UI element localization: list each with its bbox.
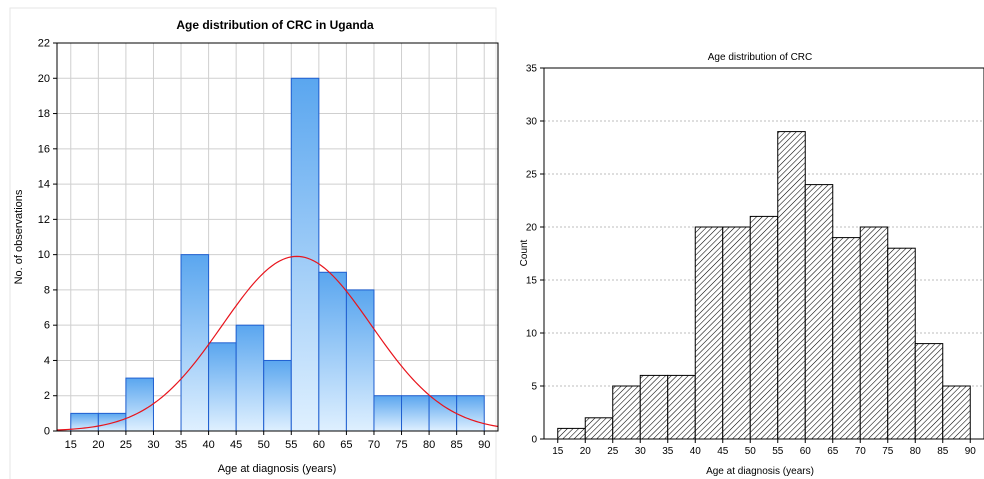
histogram-bar: [942, 385, 971, 440]
x-tick-label: 50: [745, 446, 757, 457]
x-tick-label: 80: [423, 439, 435, 451]
histogram-bar: [318, 271, 347, 432]
histogram-bar: [777, 131, 806, 440]
chart-uganda-normal-fit-curve: [56, 255, 499, 431]
histogram-bar: [373, 395, 403, 432]
histogram-bar: [832, 237, 861, 440]
x-tick-label: 90: [965, 446, 977, 457]
chart-overall-title: Age distribution of CRC: [708, 52, 813, 63]
x-tick-label: 35: [662, 446, 674, 457]
x-tick-label: 85: [451, 439, 463, 451]
y-tick-label: 4: [44, 355, 50, 367]
histogram-bar: [125, 377, 154, 432]
histogram-bar: [914, 343, 944, 440]
y-tick-label: 10: [38, 249, 50, 261]
x-tick-label: 80: [910, 446, 922, 457]
x-tick-label: 25: [607, 446, 619, 457]
x-tick-label: 65: [827, 446, 839, 457]
chart-uganda-x-ticks: 15 20 25 30 35 40 45 50 55 60 65 70 75 80 85 90: [65, 431, 490, 451]
x-tick-label: 50: [258, 439, 270, 451]
chart-overall-y-axis-label: Count: [519, 239, 530, 266]
x-tick-label: 75: [882, 446, 894, 457]
chart-uganda-title: Age distribution of CRC in Uganda: [176, 18, 374, 32]
y-tick-label: 35: [526, 64, 538, 75]
x-tick-label: 85: [937, 446, 949, 457]
x-tick-label: 60: [800, 446, 812, 457]
y-tick-label: 12: [38, 214, 50, 226]
x-tick-label: 15: [552, 446, 564, 457]
x-tick-label: 35: [175, 439, 187, 451]
x-tick-label: 55: [285, 439, 297, 451]
histogram-bar: [208, 342, 237, 432]
y-tick-label: 2: [44, 390, 50, 402]
y-tick-label: 14: [38, 179, 50, 191]
histogram-bar: [667, 374, 696, 440]
chart-uganda-plot-area: [56, 42, 499, 432]
y-tick-label: 15: [526, 276, 538, 287]
chart-uganda-bars: [70, 77, 485, 432]
histogram-bar: [612, 385, 641, 440]
x-tick-label: 40: [202, 439, 214, 451]
chart-uganda-x-axis-label: Age at diagnosis (years): [218, 463, 337, 475]
x-tick-label: 70: [855, 446, 867, 457]
chart-overall-x-ticks: 15 20 25 30 35 40 45 50 55 60 65 70 75 80 85 90: [552, 439, 976, 457]
histogram-bar: [887, 247, 916, 440]
histogram-bar: [345, 289, 375, 432]
y-tick-label: 25: [526, 170, 538, 181]
y-tick-label: 20: [38, 73, 50, 85]
histogram-bar: [694, 226, 724, 440]
y-tick-label: 16: [38, 143, 50, 155]
x-tick-label: 60: [313, 439, 325, 451]
histogram-bar: [557, 427, 586, 440]
y-tick-label: 0: [531, 435, 537, 446]
chart-uganda-y-axis-label: No. of observations: [13, 189, 25, 284]
histogram-bar: [639, 374, 669, 440]
x-tick-label: 65: [340, 439, 352, 451]
histogram-bar: [804, 184, 834, 440]
histogram-bar: [722, 226, 751, 440]
x-tick-label: 20: [580, 446, 592, 457]
histogram-bar: [859, 226, 889, 440]
x-tick-label: 40: [690, 446, 702, 457]
y-tick-label: 10: [526, 329, 538, 340]
chart-uganda-y-ticks: 0 2 4 6 8 10 12 14 16 18 20 22: [38, 38, 57, 438]
chart-overall-x-axis-label: Age at diagnosis (years): [706, 466, 814, 477]
histogram-bar: [401, 395, 430, 432]
x-tick-label: 55: [772, 446, 784, 457]
x-tick-label: 90: [478, 439, 490, 451]
y-tick-label: 6: [44, 320, 50, 332]
x-tick-label: 45: [717, 446, 729, 457]
x-tick-label: 30: [147, 439, 159, 451]
histogram-bar: [290, 77, 320, 432]
y-tick-label: 20: [526, 223, 538, 234]
chart-overall-y-ticks: 0 5 10 15 20 25 30 35: [526, 64, 544, 446]
histogram-bar: [428, 395, 458, 432]
y-tick-label: 8: [44, 284, 50, 296]
y-tick-label: 0: [44, 426, 50, 438]
histogram-bar: [584, 417, 614, 440]
y-tick-label: 22: [38, 38, 50, 50]
histogram-bar: [97, 412, 127, 432]
x-tick-label: 45: [230, 439, 242, 451]
x-tick-label: 15: [65, 439, 77, 451]
histogram-bar: [263, 359, 292, 432]
x-tick-label: 70: [368, 439, 380, 451]
chart-uganda: Age distribution of CRC in Uganda 0 2 4 6 8 1…: [9, 7, 499, 479]
y-tick-label: 5: [531, 382, 537, 393]
histogram-bar: [456, 395, 485, 432]
y-tick-label: 30: [526, 117, 538, 128]
chart-overall: Age distribution of CRC 0 5 10 15 20 25 30 35 1…: [519, 52, 984, 477]
x-tick-label: 25: [120, 439, 132, 451]
x-tick-label: 20: [92, 439, 104, 451]
y-tick-label: 18: [38, 108, 50, 120]
histogram-bar: [749, 215, 779, 440]
chart-overall-plot-area: [543, 67, 984, 440]
histogram-bar: [235, 324, 265, 432]
histogram-bar: [180, 254, 210, 432]
chart-overall-bars: [557, 131, 971, 440]
x-tick-label: 30: [635, 446, 647, 457]
x-tick-label: 75: [395, 439, 407, 451]
